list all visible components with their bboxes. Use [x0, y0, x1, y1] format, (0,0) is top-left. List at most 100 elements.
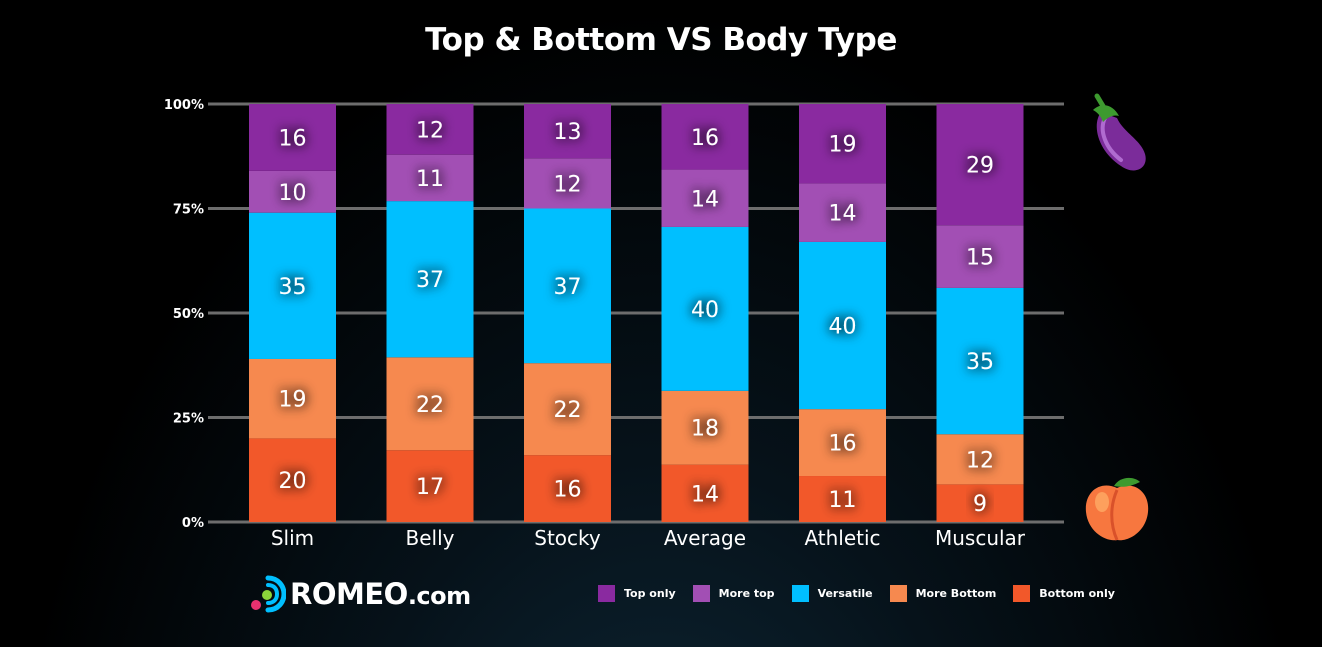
- data-label-more-top: 11: [416, 167, 444, 192]
- bar-segment-more-bottom: [249, 358, 336, 439]
- data-label-more-top: 10: [279, 181, 307, 206]
- legend-label: More Bottom: [915, 587, 997, 600]
- legend-swatch: [1013, 585, 1031, 602]
- legend-item-top-only: Top only: [598, 585, 676, 602]
- data-label-top-only: 13: [554, 120, 582, 145]
- y-tick-label: 100%: [164, 98, 204, 113]
- data-label-more-bottom: 18: [691, 417, 719, 442]
- x-axis-categories: Slim Belly Stocky Average Athletic Muscular: [271, 526, 1026, 550]
- bar-segment-top-only: [249, 104, 336, 171]
- data-label-bottom-only: 9: [973, 492, 987, 517]
- bar-segment-versatile: [661, 226, 749, 391]
- romeo-logo-text: ROMEO.com: [290, 577, 471, 611]
- x-category-label: Slim: [271, 526, 314, 550]
- bar-segment-bottom-only: [936, 484, 1024, 522]
- y-tick-label: 25%: [173, 412, 204, 427]
- bar-segment-versatile: [524, 208, 611, 364]
- data-label-more-bottom: 16: [829, 432, 857, 457]
- bar-segment-top-only: [799, 104, 886, 184]
- bar-segment-more-top: [386, 154, 474, 202]
- bar-segment-more-bottom: [799, 409, 886, 477]
- romeo-logo: ROMEO.com: [248, 574, 471, 614]
- legend-label: Versatile: [817, 587, 873, 600]
- bars: [249, 104, 1024, 522]
- bar-segment-more-top: [661, 169, 749, 227]
- data-label-more-bottom: 19: [279, 388, 307, 413]
- data-label-more-bottom: 22: [554, 398, 582, 423]
- y-tick-label: 50%: [173, 307, 204, 322]
- legend-swatch: [692, 585, 710, 602]
- stacked-bar-chart: 100% 75% 50% 25% 0% 20 19 35 10 16 17 22 37 11 12 16 22…: [164, 98, 1064, 550]
- bar-segment-top-only: [661, 104, 749, 170]
- bar-segment-top-only: [524, 104, 611, 159]
- bar-segment-bottom-only: [386, 450, 474, 522]
- bar-segment-bottom-only: [524, 455, 611, 522]
- data-label-more-bottom: 12: [966, 448, 994, 473]
- data-label-top-only: 19: [829, 133, 857, 158]
- data-label-top-only: 16: [279, 126, 307, 151]
- peach-icon: [1085, 477, 1149, 541]
- x-category-label: Average: [664, 526, 746, 550]
- logo-suffix: .com: [407, 582, 471, 610]
- legend-swatch: [889, 585, 907, 602]
- logo-name: ROMEO: [290, 577, 408, 611]
- data-label-versatile: 37: [416, 268, 444, 293]
- bar-segment-versatile: [936, 287, 1024, 435]
- bar-segment-bottom-only: [249, 438, 336, 522]
- bar-segment-versatile: [249, 212, 336, 359]
- legend-swatch: [791, 585, 809, 602]
- data-label-versatile: 37: [554, 275, 582, 300]
- bar-segment-versatile: [799, 241, 886, 410]
- bar-segment-versatile: [386, 201, 474, 358]
- legend-label: Bottom only: [1039, 587, 1115, 600]
- legend-item-more-top: More top: [692, 585, 775, 602]
- data-label-top-only: 12: [416, 118, 444, 143]
- x-category-label: Muscular: [935, 526, 1026, 550]
- data-label-bottom-only: 17: [416, 475, 444, 500]
- eggplant-icon: [1093, 93, 1146, 171]
- data-label-more-top: 12: [554, 172, 582, 197]
- bar-segment-more-top: [799, 183, 886, 242]
- data-label-top-only: 16: [691, 126, 719, 151]
- bar-segment-more-bottom: [661, 390, 749, 465]
- data-label-bottom-only: 11: [829, 488, 857, 513]
- romeo-logo-icon: [251, 575, 286, 613]
- data-label-versatile: 40: [691, 298, 719, 323]
- data-label-more-top: 14: [829, 202, 857, 227]
- data-label-more-top: 15: [966, 246, 994, 271]
- segment-labels: 20 19 35 10 16 17 22 37 11 12 16 22 37 12 13 14 18 40 14 16…: [279, 118, 995, 517]
- x-category-label: Stocky: [534, 526, 601, 550]
- data-label-bottom-only: 20: [279, 469, 307, 494]
- bar-segment-top-only: [386, 104, 474, 155]
- legend: Top only More top Versatile More Bottom Bott…: [598, 585, 1132, 602]
- y-axis-ticks: 100% 75% 50% 25% 0%: [164, 98, 204, 531]
- y-tick-label: 75%: [173, 203, 204, 218]
- bar-segment-top-only: [936, 104, 1024, 226]
- legend-item-more-bottom: More Bottom: [889, 585, 997, 602]
- bar-segment-more-bottom: [936, 434, 1024, 485]
- legend-label: Top only: [624, 587, 676, 600]
- x-category-label: Athletic: [804, 526, 880, 550]
- gridlines: [208, 102, 1064, 524]
- legend-label: More top: [718, 587, 775, 600]
- data-label-more-top: 14: [691, 187, 719, 212]
- legend-item-bottom-only: Bottom only: [1013, 585, 1115, 602]
- bar-segment-more-top: [936, 225, 1024, 288]
- data-label-bottom-only: 16: [554, 478, 582, 503]
- bar-segment-more-bottom: [524, 363, 611, 456]
- data-label-versatile: 40: [829, 315, 857, 340]
- y-tick-label: 0%: [182, 516, 204, 531]
- x-category-label: Belly: [406, 526, 455, 550]
- legend-item-versatile: Versatile: [791, 585, 873, 602]
- bar-segment-more-bottom: [386, 357, 474, 451]
- data-label-top-only: 29: [966, 154, 994, 179]
- bar-segment-more-top: [249, 170, 336, 213]
- bar-segment-more-top: [524, 158, 611, 209]
- data-label-bottom-only: 14: [691, 482, 719, 507]
- bar-segment-bottom-only: [661, 464, 749, 522]
- data-label-versatile: 35: [279, 275, 307, 300]
- chart-title: Top & Bottom VS Body Type: [425, 22, 897, 58]
- legend-swatch: [598, 585, 615, 602]
- data-label-versatile: 35: [966, 350, 994, 375]
- data-label-more-bottom: 22: [416, 393, 444, 418]
